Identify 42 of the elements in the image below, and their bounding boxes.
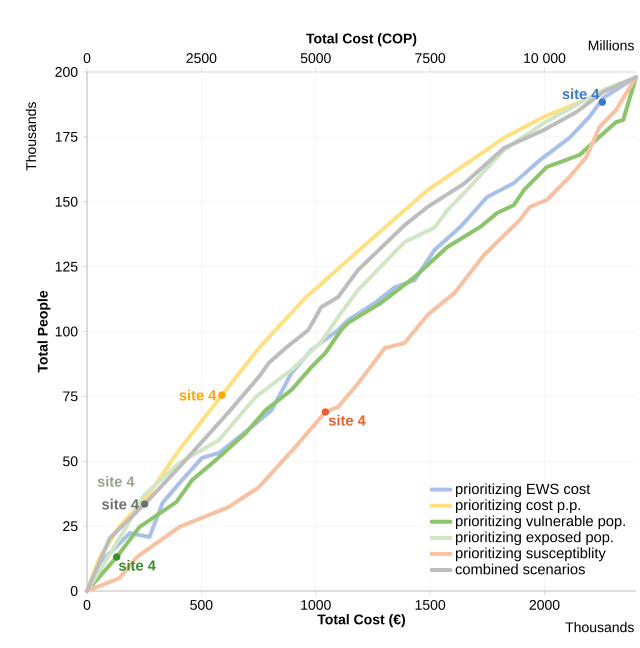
text: Thousands (26, 102, 36, 171)
x-tick-label: 0 (84, 600, 90, 610)
x2-tick-label: 5000 (300, 53, 331, 64)
y-tick-label: 25 (63, 521, 78, 532)
y-tick-label: 75 (63, 392, 78, 402)
y-tick-label: 125 (56, 262, 78, 272)
x2-tick-label: 10 000 (524, 53, 566, 64)
point (598, 98, 606, 106)
annotation: site 4 (98, 476, 134, 487)
legend-label: prioritizing cost p.p. (456, 499, 580, 514)
text: Millions (588, 40, 634, 50)
x2-tick-label: 7500 (415, 53, 446, 64)
legend-label: prioritizing exposed pop. (456, 532, 613, 546)
legend-label: prioritizing susceptiblity (456, 548, 606, 562)
y-tick-label: 150 (56, 196, 78, 207)
annotation: site 4 (118, 560, 156, 571)
legend-label: prioritizing EWS cost (456, 483, 590, 497)
annotation: site 4 (102, 498, 139, 510)
y-tick-label: 200 (55, 67, 78, 77)
x-tick-label: 500 (190, 600, 212, 610)
x-axis-title: Total Cost (€) (317, 614, 405, 628)
point (322, 408, 330, 416)
legend-label: combined scenarios (456, 564, 585, 574)
y-axis-title: Total People (37, 290, 50, 372)
annotation: site 4 (328, 414, 366, 426)
x2-tick-label: 2500 (186, 53, 216, 64)
x-tick-label: 1500 (416, 600, 446, 610)
y-tick-label: 175 (56, 132, 78, 142)
text: Thousands (565, 622, 634, 632)
legend-label: prioritizing vulnerable pop. (456, 515, 625, 530)
annotation: site 4 (179, 390, 216, 400)
point (140, 500, 148, 508)
y-tick-label: 100 (56, 326, 78, 336)
y-tick-label: 50 (63, 456, 78, 466)
x2-tick-label: 0 (84, 53, 90, 64)
x-tick-label: 1000 (301, 600, 331, 610)
point (113, 553, 120, 561)
y-tick-label: 0 (70, 586, 78, 596)
x-tick-label: 2000 (530, 600, 560, 610)
annotation: site 4 (562, 88, 600, 100)
point (218, 391, 226, 399)
x2-axis-title: Total Cost (COP) (306, 33, 416, 46)
